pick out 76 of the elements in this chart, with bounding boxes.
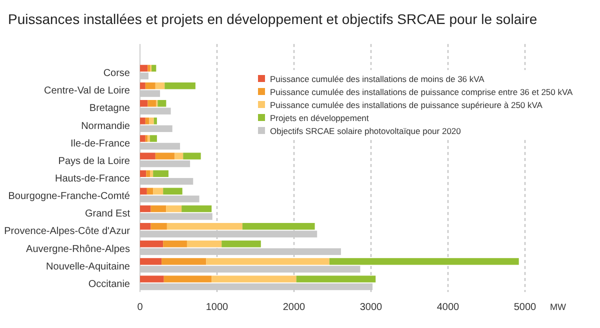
x-tick-label: 4000 (436, 302, 460, 313)
bar (149, 118, 154, 124)
bar (145, 135, 148, 142)
bar (140, 240, 164, 248)
bar (153, 188, 164, 195)
y-tick-label: Pays de la Loire (58, 156, 130, 167)
legend-label: Puissance cumulée des installations de puissance supérieure à 250 kVA (270, 100, 543, 110)
bar (150, 205, 166, 212)
bar (206, 258, 330, 265)
bar (140, 276, 164, 282)
bar (164, 82, 196, 90)
bar (140, 135, 146, 142)
legend-label: Puissance cumulée des installations de moins de 36 kVA (270, 74, 485, 84)
bar (140, 188, 147, 195)
bar (148, 135, 150, 142)
y-tick-label: Auvergne-Rhône-Alpes (26, 244, 130, 255)
y-tick-label: Hauts-de-France (54, 174, 130, 184)
bar (140, 258, 162, 265)
bar (140, 118, 146, 124)
bar (186, 240, 222, 248)
x-tick-label: 3000 (360, 302, 383, 313)
chart-title: Puissances installées et projets en développement et objectifs SRCAE pour le solaire (8, 11, 538, 27)
bar (150, 135, 157, 142)
x-tick-label: 5000 (514, 302, 537, 313)
x-tick-label: 0 (137, 302, 144, 313)
y-tick-label: Nouvelle-Aquitaine (46, 261, 130, 272)
y-tick-label: Centre-Val de Loire (44, 86, 130, 97)
bar (140, 82, 146, 90)
bar (150, 222, 167, 230)
bar (155, 82, 165, 90)
x-tick-label: 1000 (206, 302, 229, 313)
y-tick-label: Occitanie (88, 278, 130, 290)
bar (140, 100, 148, 107)
y-tick-label: Provence-Alpes-Côte d'Azur (4, 226, 131, 238)
bar (152, 64, 156, 72)
bar (222, 240, 261, 248)
bar (148, 64, 150, 72)
bar (140, 170, 146, 177)
bar (212, 276, 296, 282)
bar (162, 258, 206, 265)
bar (163, 240, 187, 248)
bar (140, 64, 148, 72)
y-tick-label: Grand Est (84, 208, 130, 220)
bar (146, 188, 154, 195)
bar (158, 100, 166, 107)
bar (154, 118, 157, 124)
bar (164, 276, 212, 282)
legend-label: Objectifs SRCAE solaire photovoltaïque pour 2020 (270, 126, 462, 136)
y-tick-label: Corse (103, 68, 130, 80)
bar (296, 276, 376, 282)
bar (166, 205, 182, 212)
bar (148, 100, 156, 107)
bar (145, 118, 150, 124)
bar (182, 205, 212, 212)
legend-label: Projets en développement (270, 113, 370, 123)
bar (155, 152, 175, 160)
bar (150, 170, 154, 177)
bar (329, 258, 519, 265)
bar (140, 222, 151, 230)
y-tick-label: Ile-de-France (70, 138, 130, 150)
x-axis-title: MW (550, 302, 566, 312)
y-tick-label: Bretagne (89, 103, 130, 114)
y-tick-label: Normandie (81, 120, 130, 132)
bar (145, 82, 156, 90)
bar (163, 188, 182, 195)
bar (174, 152, 184, 160)
bar (140, 205, 151, 212)
bar (146, 170, 150, 177)
y-tick-label: Bourgogne-Franche-Comté (8, 191, 130, 202)
x-tick-label: 2000 (282, 302, 306, 313)
legend-label: Puissance cumulée des installations de puissance comprise entre 36 et 250 kVA (270, 87, 574, 97)
bar (140, 152, 156, 160)
bar (242, 222, 315, 230)
bar (183, 152, 201, 160)
bar (166, 222, 242, 230)
bar (153, 170, 168, 177)
